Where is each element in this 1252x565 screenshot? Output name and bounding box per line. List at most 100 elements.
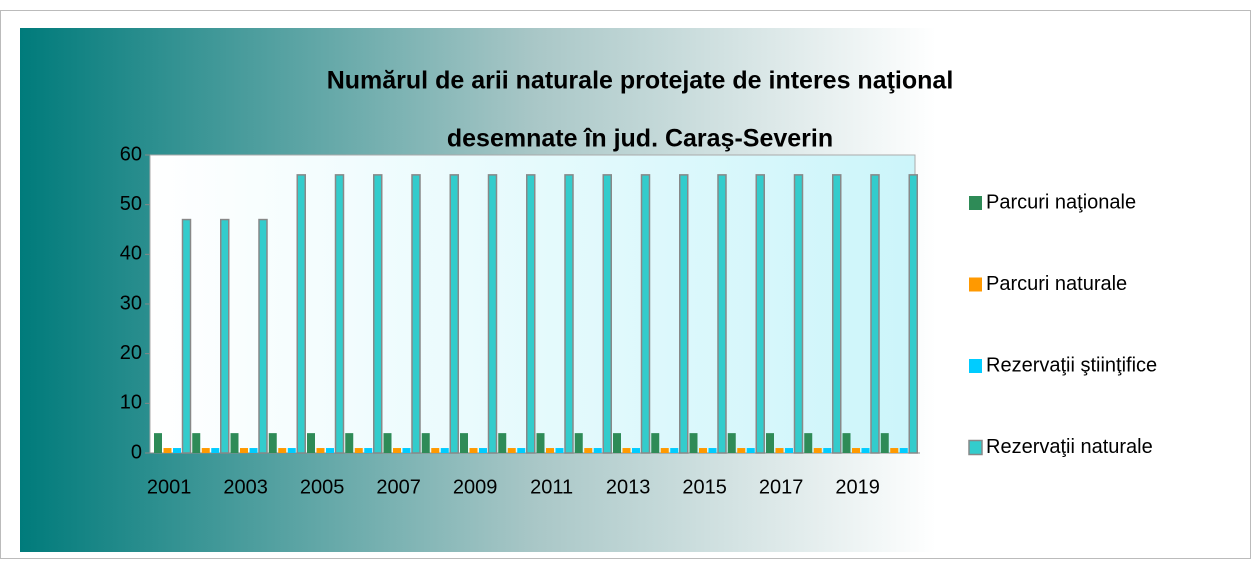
bar [679, 174, 689, 454]
bar [287, 448, 296, 453]
bar [555, 448, 564, 453]
bar [602, 174, 612, 454]
bar [268, 433, 277, 453]
bar [192, 433, 201, 453]
bar [498, 433, 507, 453]
bar [880, 433, 889, 453]
x-tick-label: 2003 [223, 476, 268, 498]
bar [746, 448, 755, 453]
bar [727, 433, 736, 453]
bar [651, 433, 660, 453]
bar [393, 448, 401, 453]
bar [517, 448, 526, 453]
bar [449, 174, 459, 454]
legend-label: Rezervaţii ştiinţifice [986, 354, 1157, 376]
x-tick-label: 2019 [835, 476, 880, 498]
bar [354, 448, 363, 453]
bar [211, 448, 220, 453]
y-tick-label: 50 [120, 193, 142, 215]
bar [737, 448, 746, 453]
bar [421, 433, 430, 453]
bar [220, 218, 230, 454]
x-tick-label: 2005 [300, 476, 345, 498]
y-tick-label: 60 [120, 143, 142, 165]
bar [258, 218, 268, 454]
bar [622, 448, 631, 453]
bar [163, 448, 172, 453]
bar [832, 174, 842, 454]
bar [431, 448, 440, 453]
bar [842, 433, 851, 453]
bar [411, 174, 421, 454]
bar [793, 174, 804, 454]
bar [861, 448, 870, 453]
chart-title: desemnate în jud. Caraş-Severin [447, 125, 833, 153]
bar [383, 433, 392, 453]
x-tick-label: 2009 [453, 476, 498, 498]
bar [307, 433, 315, 453]
x-tick-label: 2011 [530, 476, 573, 498]
bar [670, 448, 679, 453]
y-tick-label: 20 [120, 342, 142, 364]
bar [154, 433, 162, 453]
bar [699, 448, 707, 453]
bar [326, 448, 334, 453]
bar [890, 448, 899, 453]
bar [479, 448, 487, 453]
y-tick-label: 0 [131, 441, 142, 463]
bar [823, 448, 832, 453]
bar [813, 448, 822, 453]
bar [526, 174, 536, 454]
bar [785, 448, 793, 453]
bar [173, 448, 181, 453]
y-tick-label: 40 [120, 243, 142, 265]
bar [469, 448, 478, 453]
bar [689, 433, 698, 453]
bar [870, 174, 880, 454]
bar [440, 448, 449, 453]
legend-swatch [968, 439, 983, 456]
bar [593, 448, 602, 453]
bar [402, 448, 411, 453]
bar [536, 433, 545, 453]
bar [632, 448, 640, 453]
bar [574, 433, 583, 453]
bar [278, 448, 287, 453]
bar [364, 448, 373, 453]
bar [460, 433, 468, 453]
bar [640, 174, 651, 454]
bar [546, 448, 554, 453]
bar [755, 174, 765, 454]
x-tick-label: 2007 [376, 476, 421, 498]
bar [230, 433, 239, 453]
bar [316, 448, 325, 453]
x-tick-label: 2013 [606, 476, 651, 498]
bar [487, 174, 498, 454]
x-tick-label: 2017 [759, 476, 804, 498]
bar [181, 218, 192, 454]
bar [708, 448, 717, 453]
bar [584, 448, 593, 453]
x-tick-label: 2001 [147, 476, 192, 498]
legend-swatch [969, 359, 982, 373]
bar [804, 433, 813, 453]
legend-label: Parcuri naţionale [986, 191, 1136, 213]
chart-title: Numărul de arii naturale protejate de in… [327, 67, 954, 95]
bar [660, 448, 669, 453]
bar [775, 448, 784, 453]
bar [564, 174, 574, 454]
bar [373, 174, 383, 454]
bar [249, 448, 258, 453]
y-tick-label: 10 [120, 392, 142, 414]
legend-label: Parcuri naturale [986, 273, 1127, 295]
bar [899, 448, 908, 453]
bar [613, 433, 621, 453]
bar [908, 174, 918, 454]
x-tick-label: 2015 [682, 476, 727, 498]
bar [766, 433, 774, 453]
bar [507, 448, 516, 453]
legend-swatch [969, 277, 982, 292]
bar [334, 174, 345, 454]
bar [240, 448, 248, 453]
